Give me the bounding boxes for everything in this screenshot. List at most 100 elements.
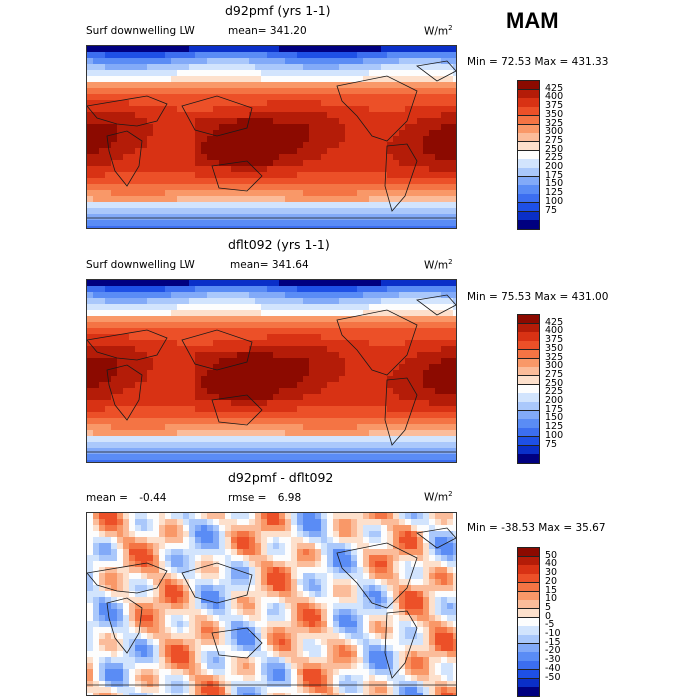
field-cell [177,88,184,95]
field-cell [249,525,256,532]
colorbar-swatch [518,115,539,126]
field-cell [129,298,136,305]
field-cell [183,406,190,413]
field-cell [165,172,172,179]
field-cell [411,334,418,341]
field-cell [363,388,370,395]
panel1-mean-label: mean= [228,25,267,37]
field-cell [123,537,130,544]
field-cell [453,64,456,71]
field-cell [87,310,94,317]
field-cell [183,106,190,113]
field-cell [399,136,406,143]
field-cell [321,442,328,449]
field-cell [249,537,256,544]
field-cell [333,94,340,101]
field-cell [387,394,394,401]
field-cell [177,543,184,550]
field-cell [207,448,214,455]
field-cell [111,286,118,293]
field-cell [165,561,172,568]
field-cell [303,537,310,544]
field-cell [105,364,112,371]
field-cell [351,310,358,317]
field-cell [129,340,136,347]
field-cell [213,430,220,437]
field-cell [147,178,154,185]
field-cell [441,160,448,167]
field-cell [363,531,370,538]
field-cell [291,88,298,95]
field-cell [255,166,262,173]
field-cell [219,513,226,520]
field-cell [207,436,214,443]
field-cell [87,454,94,461]
field-cell [387,148,394,155]
field-cell [231,154,238,161]
field-cell [147,573,154,580]
field-cell [141,82,148,89]
field-cell [93,543,100,550]
field-cell [93,70,100,77]
field-cell [429,579,436,586]
field-cell [297,286,304,293]
field-cell [261,118,268,125]
field-cell [351,430,358,437]
field-cell [315,412,322,419]
field-cell [387,543,394,550]
field-cell [159,591,166,598]
field-cell [399,130,406,137]
field-cell [111,214,118,221]
field-cell [339,226,346,228]
field-cell [189,519,196,526]
field-cell [405,364,412,371]
field-cell [399,112,406,119]
field-cell [249,424,256,431]
field-cell [375,208,382,215]
field-cell [315,88,322,95]
field-cell [453,531,456,538]
field-cell [237,597,244,604]
field-cell [333,112,340,119]
field-cell [273,106,280,113]
field-cell [357,94,364,101]
field-cell [363,316,370,323]
field-cell [285,388,292,395]
field-cell [369,100,376,107]
field-cell [387,531,394,538]
field-cell [183,376,190,383]
field-cell [261,525,268,532]
field-cell [171,322,178,329]
field-cell [303,603,310,610]
field-cell [441,76,448,83]
field-cell [105,394,112,401]
field-cell [387,406,394,413]
field-cell [285,394,292,401]
field-cell [189,124,196,131]
field-cell [453,304,456,311]
field-cell [291,100,298,107]
field-cell [261,597,268,604]
field-cell [285,573,292,580]
field-cell [357,100,364,107]
panel1-colorbar-labels: 425 400 375 350 325 300 275 250 225 200 175 150 125 1… [545,80,585,228]
field-cell [411,364,418,371]
field-cell [309,160,316,167]
field-cell [213,382,220,389]
field-cell [237,142,244,149]
field-cell [189,328,196,335]
field-cell [333,142,340,149]
field-cell [363,124,370,131]
field-cell [231,352,238,359]
field-cell [141,591,148,598]
field-cell [423,382,430,389]
field-cell [261,549,268,556]
field-cell [261,46,268,53]
field-cell [321,64,328,71]
field-cell [135,208,142,215]
field-cell [399,46,406,53]
field-cell [267,436,274,443]
field-cell [153,184,160,191]
field-cell [243,154,250,161]
field-cell [207,370,214,377]
